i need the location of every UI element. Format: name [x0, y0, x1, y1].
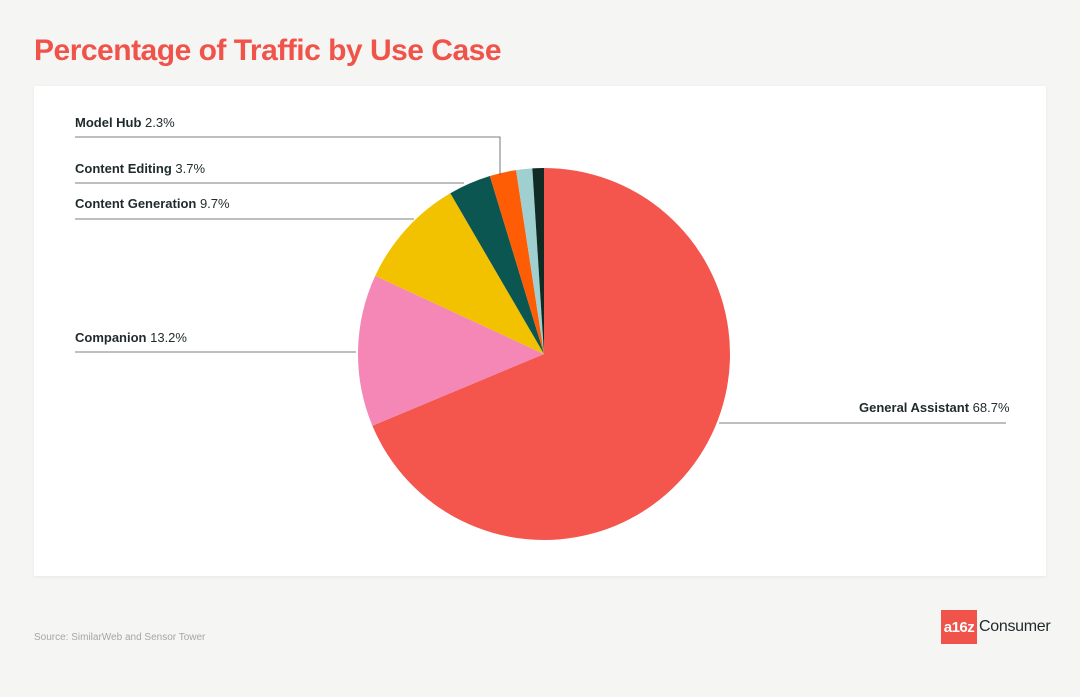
chart-title: Percentage of Traffic by Use Case	[34, 34, 502, 67]
pie-slices	[358, 168, 730, 540]
pie-slice-model-hub	[489, 170, 544, 354]
slice-label-content-editing: Content Editing 3.7%	[75, 161, 205, 176]
pie-slice-other-5	[516, 168, 544, 354]
chart-card: General Assistant 68.7% Companion 13.2% Co…	[34, 86, 1046, 576]
leader-line-model-hub	[75, 136, 501, 175]
slice-labels: General Assistant 68.7% Companion 13.2% Co…	[75, 115, 1010, 415]
slice-label-companion: Companion 13.2%	[75, 330, 187, 345]
pie-slice-content-editing	[450, 176, 544, 354]
pie-chart: General Assistant 68.7% Companion 13.2% Co…	[75, 115, 1010, 540]
logo-text: Consumer	[979, 618, 1051, 635]
pie-slice-general-assistant	[372, 168, 730, 540]
leader-lines	[75, 136, 1006, 424]
pie-slice-other-6	[532, 168, 544, 354]
slice-label-general-assistant: General Assistant 68.7%	[859, 400, 1010, 415]
logo-mark: a16z	[941, 610, 977, 644]
slice-label-content-generation: Content Generation 9.7%	[75, 196, 230, 211]
pie-slice-companion	[358, 275, 544, 426]
slice-label-model-hub: Model Hub 2.3%	[75, 115, 175, 130]
a16z-consumer-logo: a16z Consumer	[941, 610, 1051, 644]
pie-slice-content-generation	[375, 193, 544, 354]
source-note: Source: SimilarWeb and Sensor Tower	[34, 632, 206, 643]
